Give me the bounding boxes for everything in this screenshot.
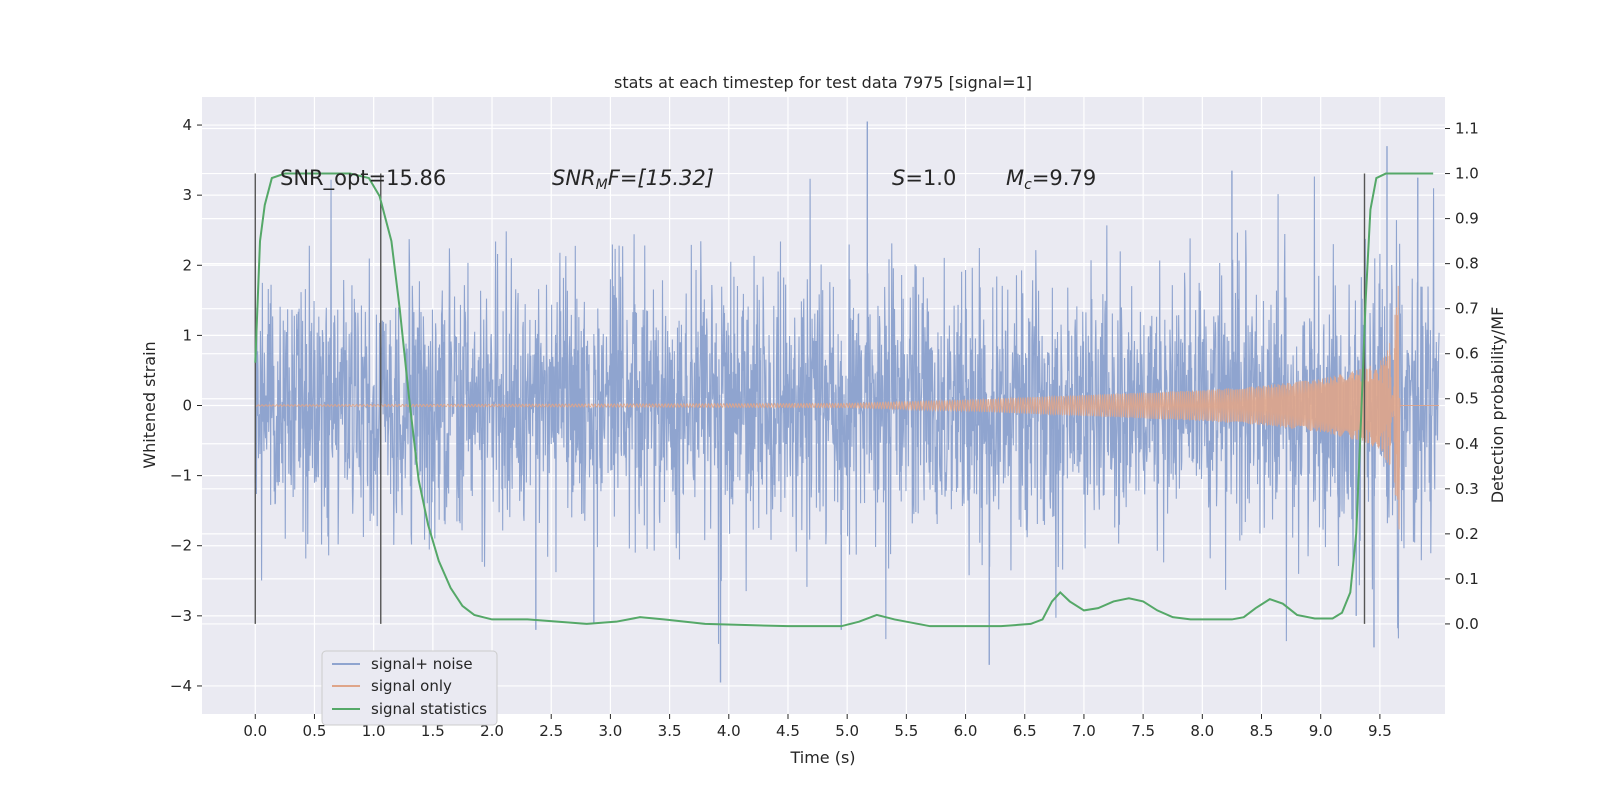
y-tick-label: 3 [182,186,192,204]
x-tick-label: 4.5 [776,722,800,740]
y2-tick-label: 0.6 [1455,345,1479,363]
mc-rest: =9.79 [1032,166,1096,190]
x-tick-label: 5.5 [894,722,918,740]
signal-only-series [254,285,1440,530]
signal-noise-line [254,176,1440,644]
y2-axis-label: Detection probability/MF [1488,307,1507,504]
legend-label-signal: signal only [371,677,452,695]
x-tick-label: 2.5 [539,722,563,740]
x-tick-label: 8.5 [1250,722,1274,740]
y2-tick-label: 1.0 [1455,165,1479,183]
s-base: S [892,166,905,190]
y2-tick-labels: 1.1 1.0 0.9 0.8 0.7 0.6 0.5 0.4 0.3 0.2 0.1 0.0 [1445,120,1479,633]
x-axis-label: Time (s) [789,748,855,767]
mc-base: M [1006,166,1024,190]
y-tick-label: −4 [170,677,192,695]
y-tick-label: −3 [170,607,192,625]
y2-tick-label: 0.9 [1455,210,1479,228]
y-tick-labels: 4 3 2 1 0 −1 −2 −3 −4 [170,116,202,695]
signal-statistics-series [254,172,1434,628]
snr-mf-annotation: SNRMF=[15.32] [552,166,714,193]
y2-tick-label: 1.1 [1455,120,1479,138]
legend-box [321,650,498,726]
snr-mf-sub: M [596,177,608,193]
x-tick-label: 9.5 [1368,722,1392,740]
legend-label-noise: signal+ noise [371,655,473,673]
y-tick-label: 1 [182,326,192,344]
y-tick-label: 2 [182,256,192,274]
y-tick-label: 0 [182,397,192,415]
y-tick-label: 4 [182,116,192,134]
mc-sub: c [1024,177,1032,193]
signal-statistics-line [254,172,1434,628]
y2-tick-label: 0.7 [1455,300,1479,318]
x-tick-label: 7.5 [1131,722,1155,740]
x-tick-label: 0.5 [303,722,327,740]
legend-label-statistics: signal statistics [371,700,487,718]
y2-tick-label: 0.4 [1455,435,1479,453]
x-tick-label: 2.0 [480,722,504,740]
y2-tick-label: 0.5 [1455,390,1479,408]
y2-tick-label: 0.2 [1455,525,1479,543]
x-tick-labels: 0.0 0.5 1.0 1.5 2.0 2.5 3.0 3.5 4.0 4.5 5.0 5.5 6.0 6… [243,714,1392,740]
x-tick-label: 6.5 [1013,722,1037,740]
x-tick-label: 3.0 [598,722,622,740]
snr-mf-base: SNR [552,166,596,190]
mc-annotation: Mc=9.79 [1006,166,1096,193]
x-tick-label: 3.5 [658,722,682,740]
x-tick-label: 8.0 [1190,722,1214,740]
y-tick-label: −1 [170,467,192,485]
y2-tick-label: 0.3 [1455,480,1479,498]
y2-tick-label: 0.0 [1455,615,1479,633]
snr-mf-rest: F=[15.32] [608,166,714,190]
x-tick-label: 7.0 [1072,722,1096,740]
y2-tick-label: 0.8 [1455,255,1479,273]
x-tick-label: 0.0 [243,722,267,740]
vertical-markers [254,173,1366,624]
signal-noise-series [254,121,1440,683]
legend: signal+ noise signal only signal statist… [321,650,498,726]
chart-title: stats at each timestep for test data 797… [614,73,1032,92]
signal-only-line [254,285,1440,530]
x-tick-label: 1.0 [362,722,386,740]
x-tick-label: 5.0 [835,722,859,740]
s-annotation: S=1.0 [892,166,956,190]
x-tick-label: 4.0 [717,722,741,740]
y-tick-label: −2 [170,537,192,555]
y2-tick-label: 0.1 [1455,570,1479,588]
snr-opt-annotation: SNR_opt=15.86 [280,166,446,191]
s-rest: =1.0 [905,166,956,190]
y-axis-label: Whitened strain [140,341,159,468]
x-tick-label: 9.0 [1309,722,1333,740]
x-tick-label: 6.0 [954,722,978,740]
x-tick-label: 1.5 [421,722,445,740]
